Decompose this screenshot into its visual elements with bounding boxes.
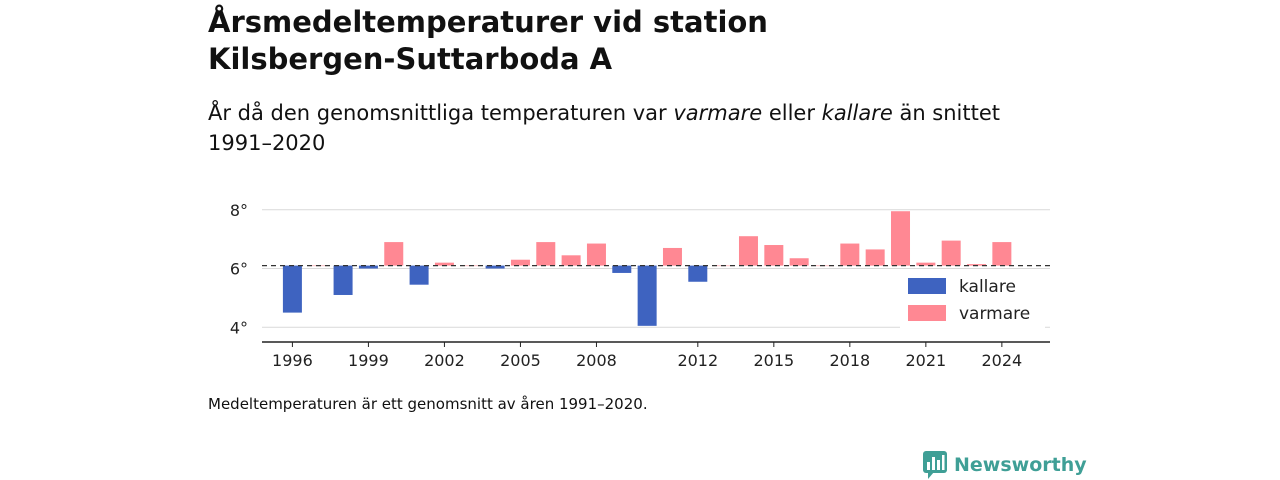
x-tick-label: 2018 <box>829 351 870 370</box>
x-tick-label: 2012 <box>677 351 718 370</box>
legend: kallare varmare <box>900 270 1045 328</box>
chart-title: Årsmedeltemperaturer vid station Kilsber… <box>208 4 1008 78</box>
x-tick-label: 2024 <box>981 351 1022 370</box>
x-tick-label: 1999 <box>348 351 389 370</box>
subtitle-part1: År då den genomsnittliga temperaturen va… <box>208 101 674 125</box>
y-tick-label: 6° <box>230 260 248 279</box>
bar <box>992 242 1012 266</box>
bars <box>282 211 1012 326</box>
x-tick-label: 2005 <box>500 351 541 370</box>
bar <box>586 243 606 266</box>
legend-label-varmare: varmare <box>959 304 1030 324</box>
chart-title-line1: Årsmedeltemperaturer vid station <box>208 5 768 39</box>
bar <box>333 265 353 295</box>
bar <box>282 265 302 313</box>
brand-name: Newsworthy <box>954 454 1087 476</box>
x-axis: 1996 1999 2002 2005 2008 2012 2015 2018 2021 2024 <box>262 341 1050 370</box>
x-tick-label: 1996 <box>272 351 313 370</box>
bar <box>688 265 708 282</box>
bar <box>738 236 758 266</box>
bar <box>637 265 657 326</box>
bar <box>384 242 404 266</box>
bar <box>916 262 936 266</box>
subtitle-part2: eller <box>762 101 822 125</box>
bar <box>409 265 429 285</box>
bar <box>612 265 632 273</box>
bar <box>764 245 784 266</box>
bar <box>358 265 378 269</box>
bar <box>485 265 505 269</box>
y-tick-label: 8° <box>230 201 248 220</box>
bar <box>840 243 860 266</box>
subtitle-part3: än snittet <box>892 101 1001 125</box>
subtitle-em-kallare: kallare <box>821 101 893 125</box>
bar <box>967 264 987 266</box>
subtitle-line2: 1991–2020 <box>208 131 326 155</box>
x-tick-label: 2002 <box>424 351 465 370</box>
legend-swatch-varmare <box>908 305 946 321</box>
x-tick-label: 2008 <box>576 351 617 370</box>
bar <box>536 242 556 266</box>
legend-swatch-kallare <box>908 278 946 294</box>
bar <box>510 259 530 266</box>
x-tick-label: 2021 <box>905 351 946 370</box>
legend-label-kallare: kallare <box>959 277 1016 297</box>
subtitle-em-varmare: varmare <box>673 101 763 125</box>
x-tick-label: 2015 <box>753 351 794 370</box>
chart-title-line2: Kilsbergen-Suttarboda A <box>208 42 613 76</box>
footnote: Medeltemperaturen är ett genomsnitt av å… <box>208 395 648 413</box>
bar <box>789 258 809 266</box>
bar <box>941 240 961 266</box>
bar <box>561 255 581 266</box>
brand-logo[interactable]: Newsworthy <box>922 450 1087 480</box>
y-tick-label: 4° <box>230 318 248 337</box>
bar <box>891 211 911 266</box>
bar <box>434 262 454 266</box>
chart-subtitle: År då den genomsnittliga temperaturen va… <box>208 98 1028 158</box>
bar <box>865 249 885 266</box>
bar <box>662 247 682 266</box>
newsworthy-logo-icon <box>923 451 947 479</box>
bar-chart: 4° 6° 8° 1996 1999 2002 2005 2008 2012 2015 2018 2… <box>230 201 1050 370</box>
